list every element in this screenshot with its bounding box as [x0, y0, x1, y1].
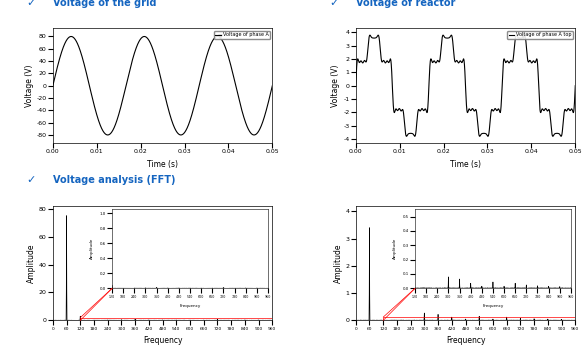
Text: ✓: ✓	[26, 175, 36, 185]
Legend: Voltage of phase A top: Voltage of phase A top	[507, 31, 573, 39]
X-axis label: Time (s): Time (s)	[147, 160, 178, 169]
Y-axis label: Voltage (V): Voltage (V)	[332, 64, 340, 107]
Text: Voltage analysis (FFT): Voltage analysis (FFT)	[53, 175, 176, 185]
Y-axis label: Voltage (V): Voltage (V)	[25, 64, 33, 107]
Y-axis label: Amplitude: Amplitude	[334, 244, 343, 283]
Text: Voltage of the grid: Voltage of the grid	[53, 0, 156, 8]
Text: Voltage of reactor: Voltage of reactor	[356, 0, 455, 8]
Bar	[383, 317, 575, 320]
Legend: Voltage of phase A: Voltage of phase A	[214, 31, 270, 39]
X-axis label: Frequency: Frequency	[446, 336, 485, 345]
Text: ✓: ✓	[26, 0, 36, 8]
Text: ✓: ✓	[329, 0, 339, 8]
Y-axis label: Amplitude: Amplitude	[27, 244, 36, 283]
X-axis label: Frequency: Frequency	[143, 336, 183, 345]
Bar	[80, 318, 272, 320]
X-axis label: Time (s): Time (s)	[450, 160, 481, 169]
